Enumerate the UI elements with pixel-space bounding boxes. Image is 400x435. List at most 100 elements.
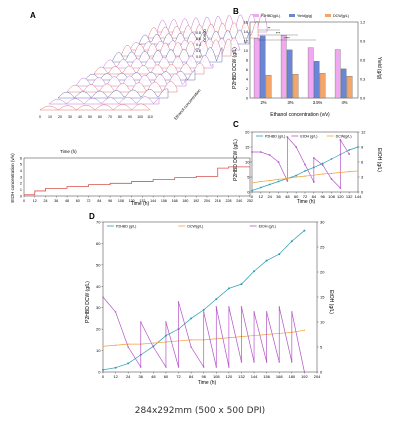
ethanol-x-tick-label: 96 [108,199,112,203]
plot-frame [251,131,359,193]
series-point [102,368,104,371]
ethanol-x-tick-label: 132 [139,199,145,203]
x-tick-label: 108 [213,374,220,379]
series-point [203,311,205,313]
legend-label: Yield(g/g) [297,14,312,18]
bar-y-right-tick-label: 0.3 [360,77,365,81]
series-point [228,366,230,368]
series-point [240,283,243,286]
series-point [240,306,243,308]
x-tick-label: 192 [301,374,308,379]
series-point [114,344,117,346]
y-tick-label: 20 [96,327,101,332]
x-tick-label: 84 [312,194,317,199]
series-point [127,362,130,365]
panel-d-letter: D [89,212,95,221]
bar [313,61,320,99]
waterfall-y-ticks: 0.0 0.2 0.4 0.6 0.8 [196,31,201,59]
ethanol-x-tick-label: 180 [182,199,188,203]
waterfall-y-label: OD600 [202,29,207,42]
ethanol-y-label: EtOH concentration (v/v) [10,153,15,203]
waterfall-x-tick: 80 [118,115,122,119]
bar [307,47,314,99]
x-tick-label: 120 [226,374,233,379]
y-tick-label: 70 [96,220,101,225]
ethanol-x-tick-label: 60 [76,199,80,203]
x-tick-label: 0 [102,374,105,379]
ethanol-x-tick-label: 192 [193,199,199,203]
bar-y-tick-label: 10 [244,49,248,53]
series-point [215,366,217,368]
series-point [268,183,271,186]
x-tick-label: 60 [294,194,299,199]
x-tick-label: 204 [314,374,321,379]
series-line [251,146,359,191]
series-point [177,366,180,368]
ethanol-x-tick-label: 216 [215,199,221,203]
bar-category-label: 3.5% [313,100,323,105]
panel-a-letter: A [30,11,36,20]
bar-x-label: Ethanol concentration (v/v) [270,112,330,118]
ethanol-x-tick-label: 24 [44,199,48,203]
series-point [259,186,262,189]
waterfall-x-tick: 100 [137,115,143,119]
waterfall-x-tick: 0 [39,115,41,119]
series-point [286,177,288,180]
series-point [291,361,293,363]
series-point [357,170,359,172]
y-right-tick-label: 20 [320,270,325,275]
series-point [265,361,268,363]
series-point [357,146,359,148]
series-point [165,321,167,323]
y-right-tick-label: 0 [320,370,323,375]
x-tick-label: 36 [276,194,281,199]
y-right-tick-label: 12 [361,130,366,135]
series-point [312,181,315,183]
ethanol-x-label: Time (h) [131,201,150,207]
panel-c-letter: C [233,120,239,129]
series-point [152,346,155,348]
ethanol-x-tick-label: 120 [129,199,135,203]
series-point [253,311,255,313]
bar-category-label: 4% [341,100,347,105]
x-tick-label: 24 [267,194,272,199]
series-point [165,366,167,368]
series-point [202,308,205,311]
x-tick-label: 180 [288,374,295,379]
waterfall-z-label: Ethanol concentration [173,88,202,121]
x-tick-label: 24 [126,374,131,379]
bar [280,35,287,99]
series-point [260,180,262,183]
y-right-tick-label: 15 [320,295,325,300]
bar [319,73,326,99]
y-tick-label: 30 [96,305,101,310]
x-tick-label: 96 [320,194,325,199]
legend-swatch [289,14,295,17]
series-point [251,151,253,153]
ethanol-y-tick-label: 0 [20,194,22,198]
series-point [114,366,117,369]
waterfall-x-tick: 20 [58,115,62,119]
x-tick-label: 168 [276,374,283,379]
ethanol-x-tick-label: 72 [87,199,91,203]
panel-b-letter: B [233,7,239,16]
legend-label: DCW(g/L) [187,225,203,229]
bar [259,35,266,99]
series-point [304,170,306,172]
series-point [304,163,306,166]
waterfall-area [39,13,268,111]
series-point [277,180,280,183]
series-point [190,339,192,341]
series-point [286,136,289,138]
significance-label: **** [284,37,290,41]
x-tick-label: 120 [337,194,344,199]
legend-label: P2HBD (g/L) [265,135,285,139]
ethanol-y-tick-label: 5 [20,163,22,167]
ethanol-x-tick-label: 156 [161,199,167,203]
series-line [251,170,359,184]
y-right-tick-label: 30 [320,220,325,225]
ethanol-x-tick-label: 252 [247,199,253,203]
waterfall-x-ticks: 0 10 20 30 40 50 60 70 80 90 100 110 [39,115,153,119]
y-right-tick-label: 25 [320,245,325,250]
